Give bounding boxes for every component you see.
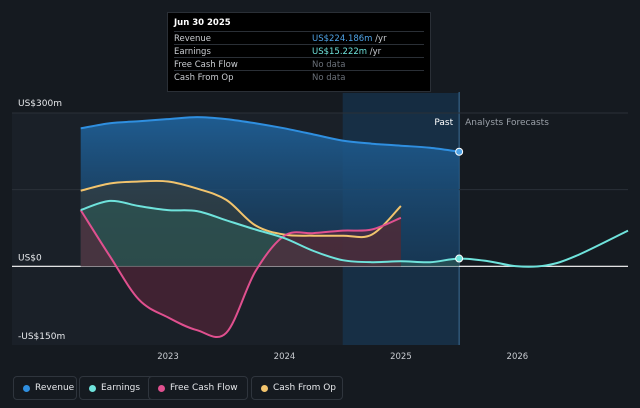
cash-from-op-dot-icon (261, 385, 268, 392)
tooltip-value: No data (312, 73, 346, 83)
cash-from-op-line (80, 179, 402, 239)
legend-item-earnings[interactable]: Earnings (79, 376, 158, 400)
legend-label: Revenue (35, 383, 75, 393)
earnings-area (80, 200, 460, 267)
tooltip-row-cash-from-op: Cash From Op No data (174, 70, 424, 84)
tooltip-row-earnings: Earnings US$15.222m /yr (174, 44, 424, 58)
legend-label: Cash From Op (273, 383, 337, 393)
tooltip-date: Jun 30 2025 (174, 18, 231, 28)
tooltip-value: US$15.222m /yr (312, 47, 382, 57)
tooltip-value: No data (312, 60, 346, 70)
legend-label: Free Cash Flow (170, 383, 238, 393)
revenue-marker (455, 147, 464, 156)
revenue-dot-icon (23, 385, 30, 392)
y-tick-label: US$0 (18, 253, 42, 263)
tooltip: Jun 30 2025 Revenue US$224.186m /yr Earn… (167, 12, 431, 92)
tooltip-label: Cash From Op (174, 73, 234, 83)
free-cash-flow-line (79, 209, 402, 338)
x-tick-label: 2026 (507, 352, 529, 362)
tooltip-label: Revenue (174, 34, 212, 44)
earnings-dot-icon (89, 385, 96, 392)
tooltip-row-free-cash-flow: Free Cash Flow No data (174, 57, 424, 71)
tooltip-label: Earnings (174, 47, 211, 57)
y-tick-label: -US$150m (18, 332, 65, 342)
x-tick-label: 2024 (274, 352, 296, 362)
tooltip-label: Free Cash Flow (174, 60, 238, 70)
earnings-marker (455, 254, 464, 263)
tooltip-row-revenue: Revenue US$224.186m /yr (174, 31, 424, 45)
legend-label: Earnings (101, 383, 141, 393)
tooltip-value: US$224.186m /yr (312, 34, 387, 44)
forecast-label: Analysts Forecasts (465, 118, 549, 128)
x-tick-label: 2023 (157, 352, 179, 362)
legend-item-cash-from-op[interactable]: Cash From Op (251, 376, 343, 400)
legend-item-free-cash-flow[interactable]: Free Cash Flow (148, 376, 248, 400)
x-tick-label: 2025 (390, 352, 412, 362)
free-cash-flow-dot-icon (158, 385, 165, 392)
revenue-line (80, 116, 460, 153)
earnings-line (80, 199, 629, 268)
free-cash-flow-area (80, 210, 401, 338)
y-tick-label: US$300m (18, 99, 62, 109)
past-label: Past (434, 118, 453, 128)
legend-item-revenue[interactable]: Revenue (13, 376, 77, 400)
